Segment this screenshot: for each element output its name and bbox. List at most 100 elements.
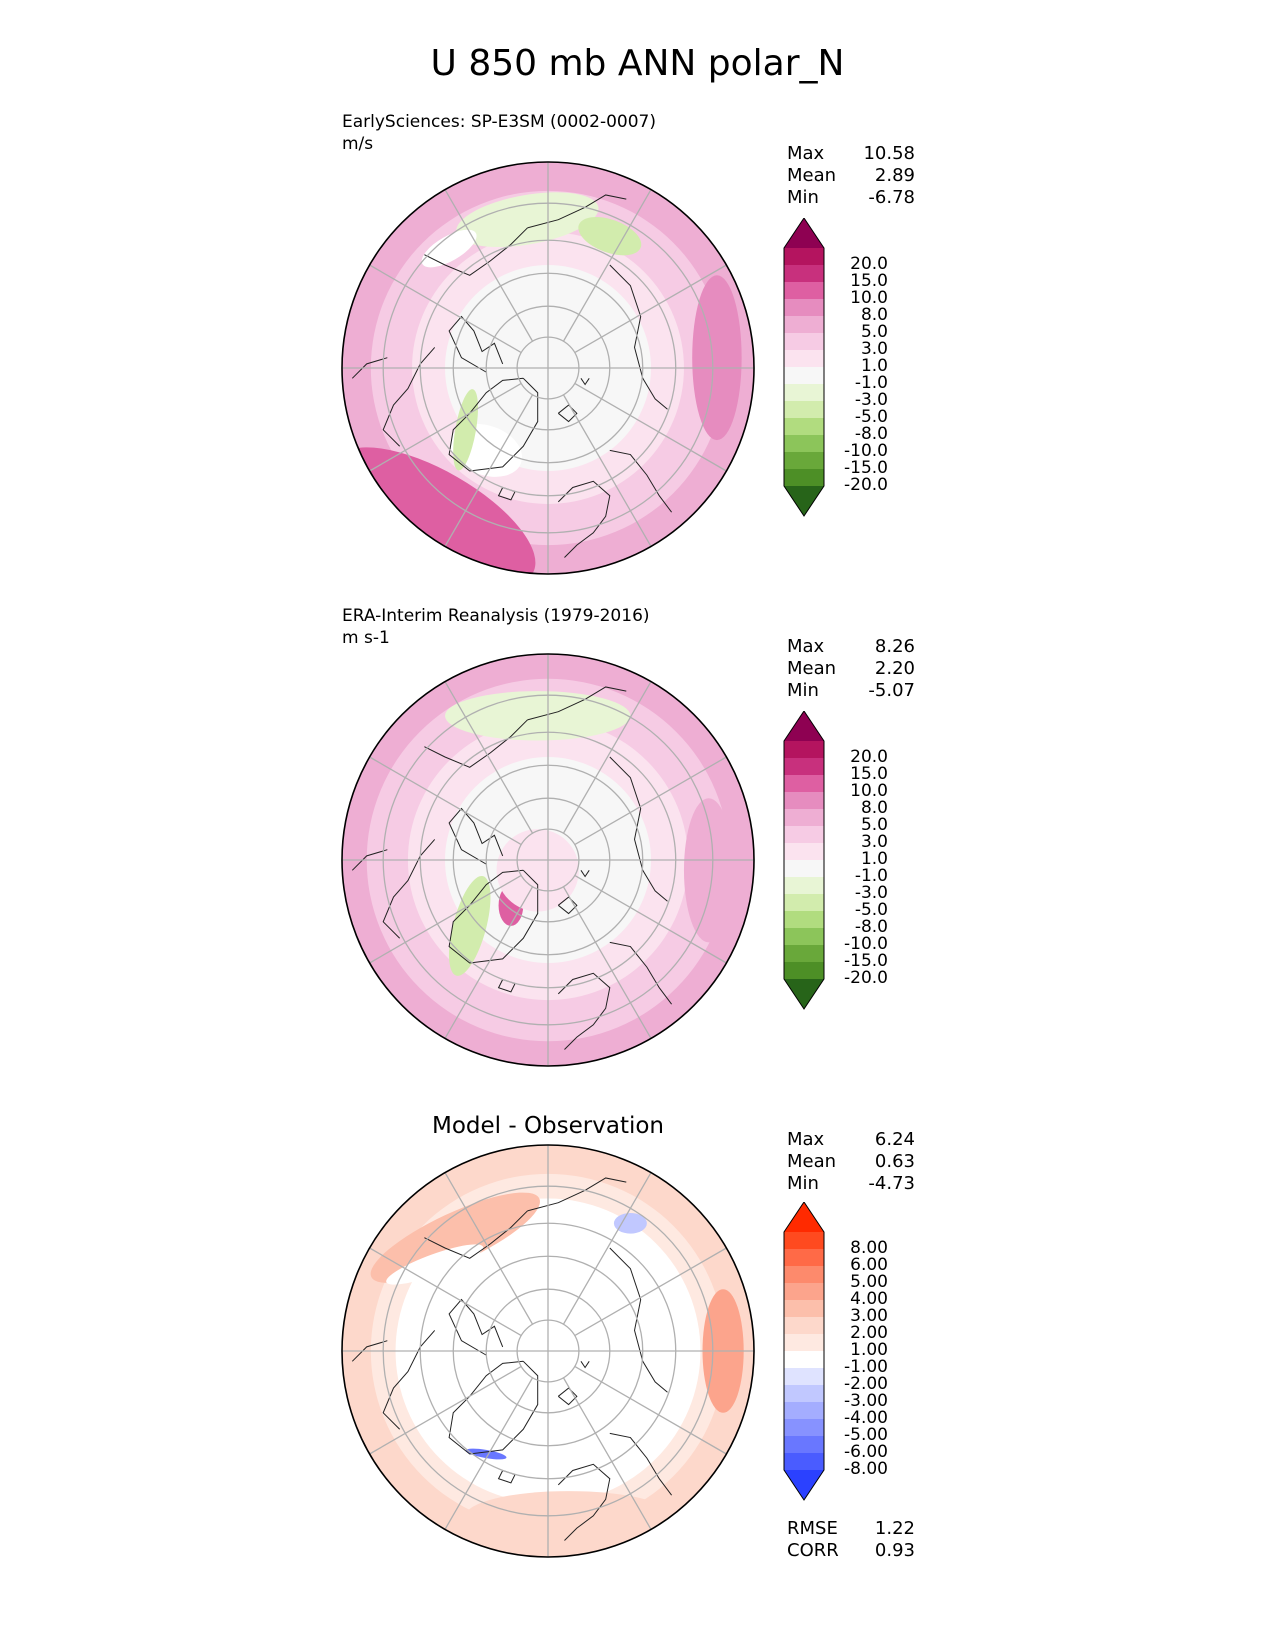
stat-value: 8.26 xyxy=(874,636,915,657)
meridian-line xyxy=(444,886,534,1039)
colorbar-slab xyxy=(784,418,824,436)
colorbar-extend-bottom xyxy=(784,486,824,516)
meridian-line xyxy=(574,756,727,846)
colorbar-slab xyxy=(784,333,824,351)
colorbar-tick-label: -8.00 xyxy=(844,1459,888,1479)
stat-value: 6.24 xyxy=(874,1129,915,1150)
panel-1-colorbar xyxy=(783,218,825,517)
colorbar-tick-label: -5.0 xyxy=(854,900,888,920)
colorbar-slab xyxy=(784,1232,824,1250)
colorbar-slab xyxy=(784,282,824,300)
graticule xyxy=(342,654,754,1066)
colorbar-slab xyxy=(784,401,824,419)
colorbar-extend-top xyxy=(784,1202,824,1232)
stat-label: Mean xyxy=(787,1151,837,1172)
stat-value: 2.20 xyxy=(874,658,915,679)
stat-value: 10.58 xyxy=(863,143,915,164)
meridian-line xyxy=(574,874,727,964)
colorbar-slab xyxy=(784,860,824,878)
stat-label: Min xyxy=(787,680,819,701)
metric-label: CORR xyxy=(787,1540,839,1561)
colorbar-tick-label: 3.0 xyxy=(860,339,888,359)
colorbar-tick-label: -5.00 xyxy=(844,1425,888,1445)
colorbar-tick-label: 8.0 xyxy=(860,305,888,325)
colorbar-slab xyxy=(784,945,824,963)
panel-2-polar-map xyxy=(341,653,755,1067)
stat-label: Mean xyxy=(787,165,837,186)
panel-1-units: m/s xyxy=(342,134,374,154)
colorbar-slab xyxy=(784,775,824,793)
colorbar-slab xyxy=(784,962,824,980)
stat-label: Min xyxy=(787,187,819,208)
colorbar-slab xyxy=(784,792,824,810)
colorbar-tick-label: 10.0 xyxy=(850,781,888,801)
colorbar-slab xyxy=(784,452,824,470)
meridian-line xyxy=(369,1247,522,1337)
coastlines xyxy=(351,1177,673,1541)
meridian-line xyxy=(562,886,652,1039)
colorbar-slab xyxy=(784,265,824,283)
colorbar-tick-label: -3.00 xyxy=(844,1391,888,1411)
meridian-line xyxy=(444,681,534,834)
colorbar-slab xyxy=(784,758,824,776)
colorbar-slab xyxy=(784,843,824,861)
colorbar-tick-label: 6.00 xyxy=(850,1255,888,1275)
map-boundary xyxy=(341,1144,755,1558)
colorbar-slab xyxy=(784,1283,824,1301)
stat-value: -6.78 xyxy=(868,187,915,208)
colorbar-slab xyxy=(784,350,824,368)
metric-value: 0.93 xyxy=(874,1540,915,1561)
colorbar-tick-label: 5.0 xyxy=(860,815,888,835)
meridian-line xyxy=(574,264,727,354)
stat-label: Max xyxy=(787,1129,825,1150)
graticule xyxy=(342,1145,754,1557)
field-anomaly xyxy=(386,1244,484,1285)
colorbar-slab xyxy=(784,826,824,844)
colorbar-slab xyxy=(784,469,824,487)
colorbar-slab xyxy=(784,741,824,759)
colorbar-tick-label: 3.00 xyxy=(850,1306,888,1326)
colorbar-slab xyxy=(784,1402,824,1420)
colorbar-slab xyxy=(784,1317,824,1335)
colorbar-tick-label: 20.0 xyxy=(850,747,888,767)
field-anomaly xyxy=(578,217,642,256)
field-anomaly xyxy=(465,1448,507,1460)
colorbar-tick-label: 1.0 xyxy=(860,849,888,869)
stat-label: Min xyxy=(787,1173,819,1194)
panel-2-units: m s-1 xyxy=(342,628,390,648)
colorbar-tick-label: 10.0 xyxy=(850,288,888,308)
field-anomaly xyxy=(342,447,536,574)
colorbar-tick-label: 8.0 xyxy=(860,798,888,818)
colorbar-tick-label: 5.00 xyxy=(850,1272,888,1292)
panel-3-metrics: RMSE 1.22 CORR 0.93 xyxy=(787,1518,915,1562)
colorbar-tick-label: -20.0 xyxy=(844,968,888,988)
colorbar-tick-label: 1.0 xyxy=(860,356,888,376)
colorbar-tick-label: -1.0 xyxy=(854,373,888,393)
colorbar-tick-label: -1.0 xyxy=(854,866,888,886)
stat-value: 0.63 xyxy=(874,1151,915,1172)
colorbar-tick-label: 20.0 xyxy=(850,254,888,274)
meridian-line xyxy=(574,1365,727,1455)
meridian-line xyxy=(369,264,522,354)
panel-3-polar-map xyxy=(341,1144,755,1558)
meridian-line xyxy=(574,1247,727,1337)
colorbar-slab xyxy=(784,894,824,912)
colorbar-extend-bottom xyxy=(784,979,824,1009)
colorbar-extend-top xyxy=(784,711,824,741)
stat-value: -4.73 xyxy=(868,1173,915,1194)
colorbar-tick-label: -8.0 xyxy=(854,917,888,937)
colorbar-slab xyxy=(784,435,824,453)
colorbar-tick-label: 3.0 xyxy=(860,832,888,852)
colorbar-slab xyxy=(784,1334,824,1352)
colorbar-slab xyxy=(784,248,824,266)
colorbar-tick-label: 4.00 xyxy=(850,1289,888,1309)
meridian-line xyxy=(562,1377,652,1530)
field-anomaly xyxy=(421,229,477,268)
panel-1-stats: Max 10.58 Mean 2.89 Min -6.78 xyxy=(787,143,915,209)
colorbar-outline xyxy=(783,218,825,517)
colorbar-outline xyxy=(783,1202,825,1501)
stat-value: -5.07 xyxy=(868,680,915,701)
colorbar-tick-label: -2.00 xyxy=(844,1374,888,1394)
field-anomaly xyxy=(683,798,734,943)
colorbar-slab xyxy=(784,1300,824,1318)
